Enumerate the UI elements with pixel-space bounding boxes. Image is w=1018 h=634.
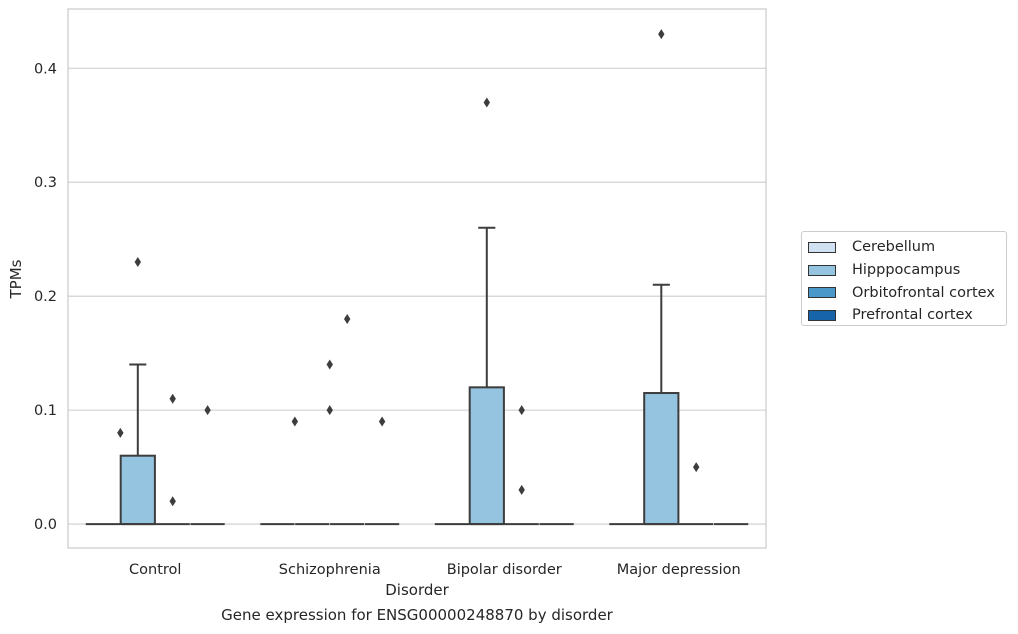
boxes xyxy=(85,226,749,526)
outlier-point xyxy=(378,416,386,427)
y-tick-label: 0.3 xyxy=(34,175,57,191)
legend-item: Cerebellum xyxy=(808,236,1006,259)
legend-item: Hipppocampus xyxy=(808,259,1006,282)
outlier-point xyxy=(518,484,525,495)
outlier-points xyxy=(117,29,700,507)
outlier-point xyxy=(169,393,176,404)
legend-item: Prefrontal cortex xyxy=(808,304,1006,327)
box-hipppocampus xyxy=(119,454,156,526)
legend-swatch xyxy=(808,309,836,321)
box-hipppocampus xyxy=(643,392,680,526)
x-tick-label: Bipolar disorder xyxy=(447,562,562,578)
chart-caption: Gene expression for ENSG00000248870 by d… xyxy=(221,606,613,624)
x-tick-label: Control xyxy=(129,562,181,578)
legend: Cerebellum Hipppocampus Orbitofrontal cort… xyxy=(801,231,1007,326)
x-tick-label: Major depression xyxy=(617,562,741,578)
y-tick-label: 0.4 xyxy=(34,61,57,77)
legend-swatch xyxy=(808,241,836,253)
y-tick-label: 0.1 xyxy=(34,403,57,419)
outlier-point xyxy=(344,313,351,324)
y-tick-label: 0.0 xyxy=(34,517,57,533)
legend-label: Prefrontal cortex xyxy=(852,307,973,324)
outlier-point xyxy=(658,29,665,40)
outlier-point xyxy=(326,359,333,370)
y-tick-labels: 0.0 0.1 0.2 0.3 0.4 xyxy=(34,61,57,533)
outlier-point xyxy=(518,405,525,416)
x-axis-label: Disorder xyxy=(385,581,449,599)
x-tick-labels: Control Schizophrenia Bipolar disorder Majo… xyxy=(129,562,741,578)
outlier-point xyxy=(204,405,211,416)
legend-item: Orbitofrontal cortex xyxy=(808,281,1006,304)
outlier-point xyxy=(693,462,700,473)
legend-label: Hipppocampus xyxy=(852,262,961,279)
outlier-point xyxy=(117,427,124,438)
y-axis-label: TPMs xyxy=(7,259,25,299)
outlier-point xyxy=(291,416,299,427)
outlier-point xyxy=(483,97,490,108)
x-tick-label: Schizophrenia xyxy=(279,562,381,578)
legend-label: Orbitofrontal cortex xyxy=(852,284,995,301)
outlier-point xyxy=(326,405,333,416)
legend-label: Cerebellum xyxy=(852,239,936,256)
legend-swatch xyxy=(808,287,836,299)
outlier-point xyxy=(134,256,141,267)
plot-frame xyxy=(67,8,767,549)
legend-swatch xyxy=(808,264,836,276)
box-hipppocampus xyxy=(468,386,505,526)
outlier-point xyxy=(169,496,176,507)
y-tick-label: 0.2 xyxy=(34,289,57,305)
